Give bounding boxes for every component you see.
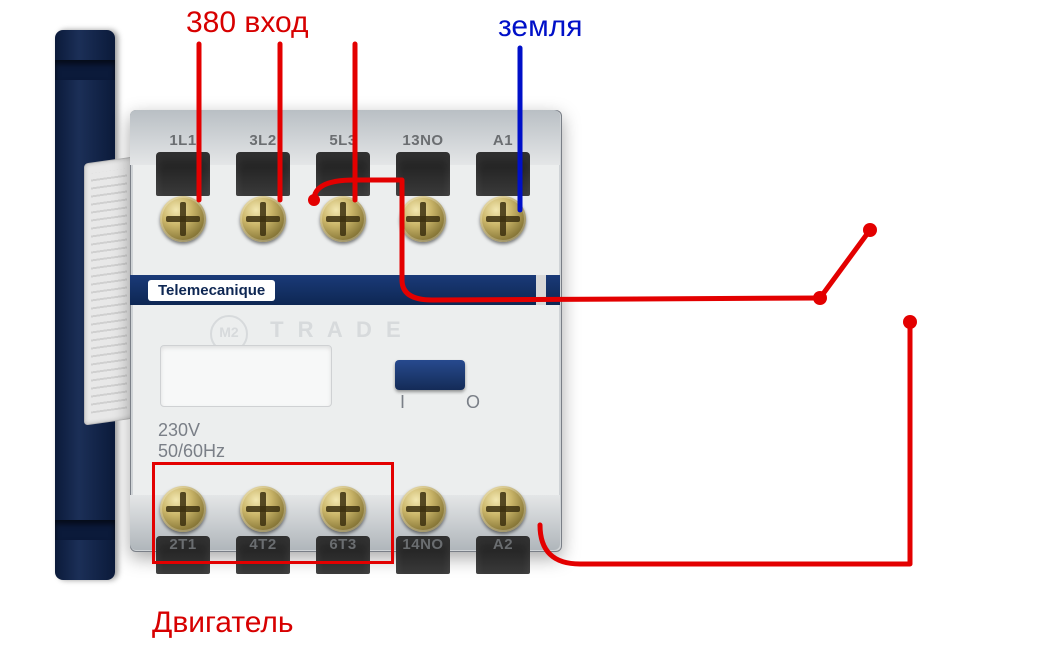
rating-line2: 50/60Hz (158, 441, 225, 462)
brand-stripe: Telemecanique (130, 275, 560, 305)
terminal-hole (396, 152, 450, 196)
terminal-screw[interactable] (400, 486, 446, 532)
rating-label: 230V 50/60Hz (158, 420, 225, 461)
terminal-label: 1L1 (150, 132, 216, 149)
terminal-hole (156, 152, 210, 196)
terminal-screw[interactable] (240, 196, 286, 242)
terminal-hole (476, 152, 530, 196)
brand-name: Telemecanique (148, 280, 275, 301)
side-label-plate (84, 156, 134, 425)
terminal-screw[interactable] (160, 196, 206, 242)
terminal-label: A1 (470, 132, 536, 149)
annotation-ground: земля (498, 10, 582, 44)
din-notch-top (55, 60, 115, 80)
wiring-diagram: 1L13L25L313NOA1 2T14T26T314NOA2 Telemeca… (0, 0, 1044, 666)
terminal-13NO: 13NO (390, 190, 456, 260)
terminal-label: 3L2 (230, 132, 296, 149)
terminal-label: 14NO (390, 536, 456, 553)
terminal-screw[interactable] (480, 196, 526, 242)
terminal-A2: A2 (470, 480, 536, 550)
terminal-screw[interactable] (400, 196, 446, 242)
motor-highlight-box (152, 462, 394, 564)
terminal-hole (236, 152, 290, 196)
brand-accent (536, 275, 546, 305)
terminal-label: 13NO (390, 132, 456, 149)
terminal-row-top: 1L13L25L313NOA1 (150, 190, 550, 260)
terminal-14NO: 14NO (390, 480, 456, 550)
test-button[interactable] (395, 360, 465, 390)
terminal-screw[interactable] (320, 196, 366, 242)
rating-line1: 230V (158, 420, 225, 441)
terminal-label: A2 (470, 536, 536, 553)
front-recess (160, 345, 332, 407)
watermark-text: T R A D E (270, 317, 405, 342)
annotation-input: 380 вход (186, 6, 309, 40)
annotation-motor: Двигатель (152, 606, 294, 640)
terminal-A1: A1 (470, 190, 536, 260)
terminal-5L3: 5L3 (310, 190, 376, 260)
terminal-label: 5L3 (310, 132, 376, 149)
terminal-3L2: 3L2 (230, 190, 296, 260)
io-marks: I O (400, 392, 508, 413)
din-notch-bottom (55, 520, 115, 540)
terminal-screw[interactable] (480, 486, 526, 532)
terminal-1L1: 1L1 (150, 190, 216, 260)
terminal-hole (316, 152, 370, 196)
